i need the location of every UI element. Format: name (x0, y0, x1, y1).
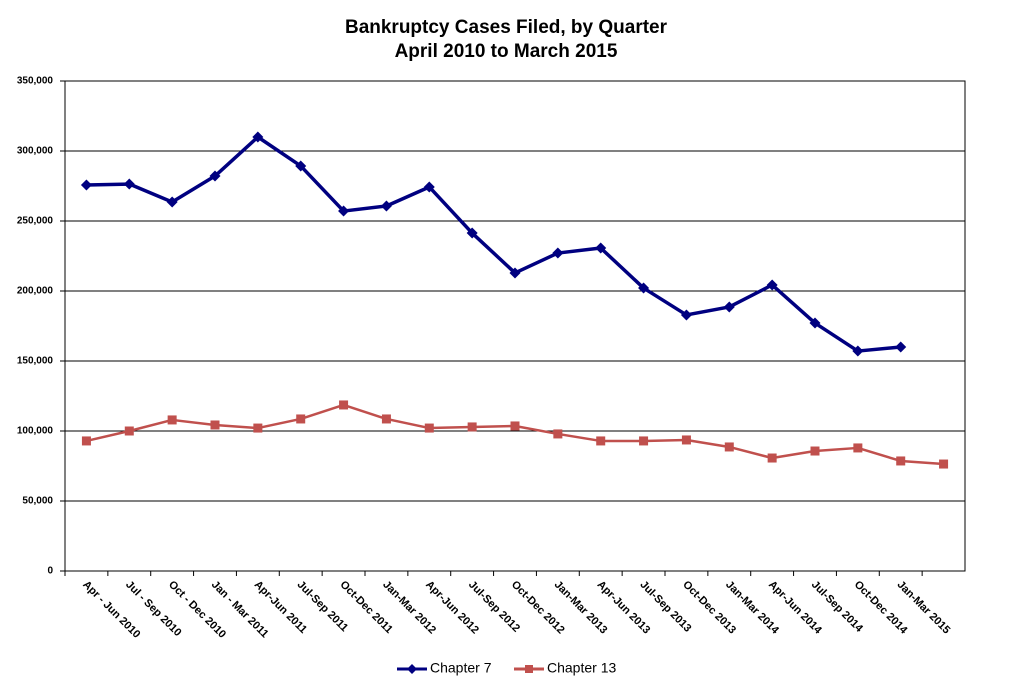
marker (509, 267, 521, 279)
legend-marker (525, 665, 533, 673)
y-tick-label: 300,000 (17, 146, 54, 157)
marker (166, 196, 178, 208)
marker (939, 459, 949, 469)
marker (210, 420, 220, 430)
marker (680, 309, 692, 321)
marker (596, 436, 606, 446)
marker (466, 227, 478, 239)
marker (467, 422, 477, 432)
y-tick-label: 100,000 (17, 426, 54, 437)
marker (252, 131, 264, 143)
marker (766, 279, 778, 291)
marker (639, 436, 649, 446)
marker (381, 414, 391, 424)
marker (295, 160, 307, 172)
marker (724, 442, 734, 452)
marker (552, 247, 564, 259)
marker (253, 423, 263, 433)
marker (167, 415, 177, 425)
series-line (86, 135, 901, 353)
y-tick-label: 350,000 (17, 76, 54, 87)
marker (809, 317, 821, 329)
marker (681, 435, 691, 445)
marker (767, 453, 777, 463)
legend-label: Chapter 7 (430, 660, 492, 676)
y-tick-label: 150,000 (17, 356, 54, 367)
marker (424, 423, 434, 433)
marker (852, 345, 864, 357)
marker (723, 301, 735, 313)
marker (124, 426, 134, 436)
chart-title: Bankruptcy Cases Filed, by Quarter (345, 17, 668, 38)
y-tick-label: 250,000 (17, 216, 54, 227)
marker (853, 443, 863, 453)
marker (338, 205, 350, 217)
marker (423, 181, 435, 193)
marker (810, 446, 820, 456)
marker (595, 242, 607, 254)
chart-subtitle: April 2010 to March 2015 (395, 41, 618, 62)
marker (380, 200, 392, 212)
marker (510, 421, 520, 431)
marker (895, 341, 907, 353)
legend-marker (407, 664, 417, 674)
marker (638, 282, 650, 294)
y-tick-label: 50,000 (22, 496, 53, 507)
marker (296, 414, 306, 424)
marker (896, 456, 906, 466)
marker (553, 429, 563, 439)
legend-label: Chapter 13 (547, 660, 616, 676)
marker (339, 400, 349, 410)
marker (81, 436, 91, 446)
y-tick-label: 200,000 (17, 286, 54, 297)
y-tick-label: 0 (47, 566, 53, 577)
marker (209, 170, 221, 182)
marker (123, 178, 135, 190)
marker (80, 179, 92, 191)
